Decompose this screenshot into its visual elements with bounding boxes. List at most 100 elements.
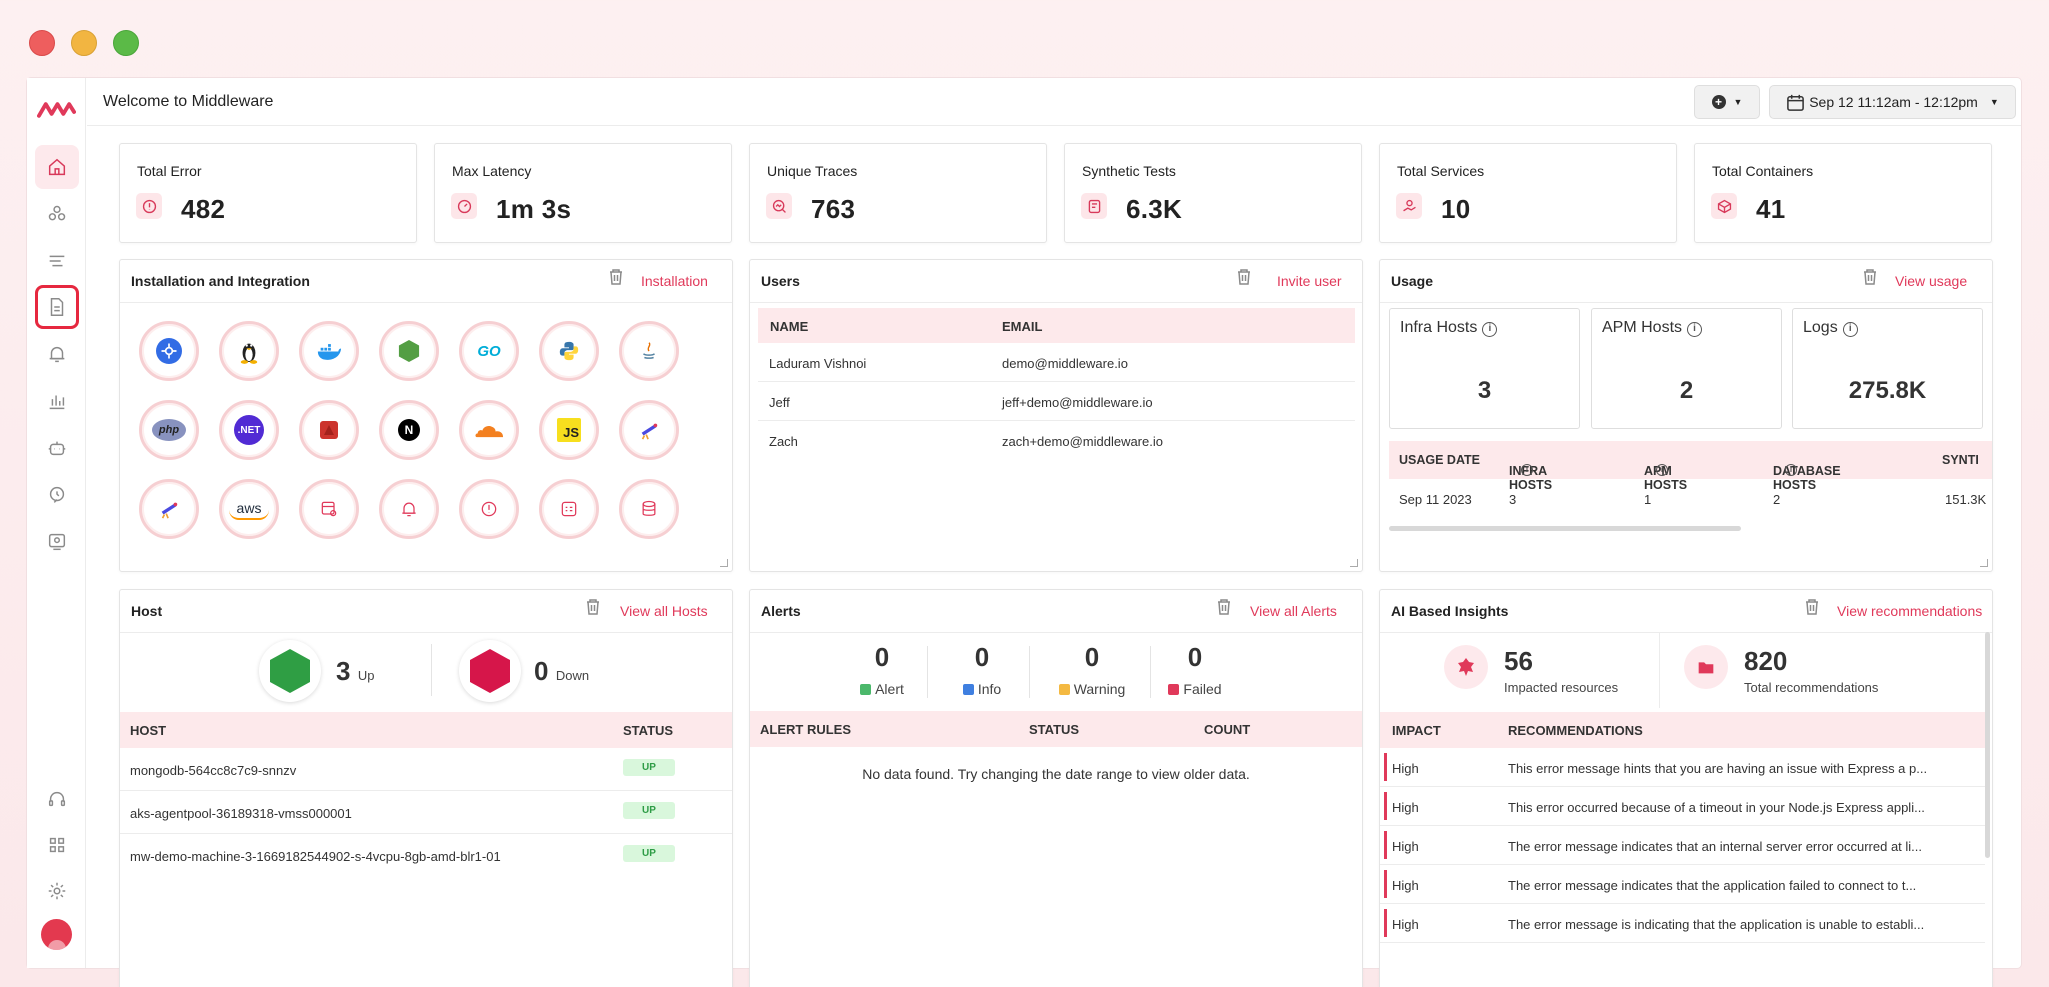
- view-recommendations-link[interactable]: View recommendations: [1837, 603, 1983, 619]
- table-row[interactable]: mw-demo-machine-3-1669182544902-s-4vcpu-…: [120, 834, 732, 877]
- table-row[interactable]: High This error message hints that you ar…: [1380, 748, 1985, 787]
- integration-python[interactable]: [539, 321, 599, 381]
- horizontal-scrollbar[interactable]: [1389, 526, 1741, 531]
- hexagon-down-icon: [470, 649, 510, 693]
- stat-card-max-latency[interactable]: Max Latency 1m 3s: [434, 143, 732, 243]
- error-icon: [469, 489, 509, 529]
- infrastructure-icon[interactable]: [35, 192, 79, 236]
- avatar[interactable]: [41, 919, 72, 950]
- info-icon[interactable]: i: [1842, 322, 1858, 337]
- go-icon: GO: [477, 342, 501, 360]
- trash-icon[interactable]: [585, 598, 603, 618]
- alert-count-label: Alert: [875, 681, 904, 697]
- integration-database-monitor[interactable]: [299, 479, 359, 539]
- trash-icon[interactable]: [1216, 598, 1234, 618]
- ai-insights-icon[interactable]: [35, 473, 79, 517]
- integration-java[interactable]: [619, 321, 679, 381]
- stat-card-total-error[interactable]: Total Error 482: [119, 143, 417, 243]
- alert-color-swatch: [860, 684, 872, 695]
- usage-label: APM Hosts: [1602, 319, 1683, 336]
- users-table-header: NAME EMAIL: [758, 308, 1355, 343]
- trash-icon[interactable]: [1804, 598, 1822, 618]
- view-all-hosts-link[interactable]: View all Hosts: [620, 603, 708, 619]
- table-row[interactable]: Laduram Vishnoi demo@middleware.io: [758, 344, 1355, 382]
- date-range-picker[interactable]: Sep 12 11:12am - 12:12pm ▼: [1769, 85, 2016, 119]
- table-row[interactable]: aks-agentpool-36189318-vmss000001 UP: [120, 791, 732, 834]
- table-row[interactable]: High This error occurred because of a tim…: [1380, 787, 1985, 826]
- integration-linux[interactable]: [219, 321, 279, 381]
- integration-alert-bell[interactable]: [379, 479, 439, 539]
- status-badge: UP: [623, 845, 675, 862]
- settings-icon[interactable]: [35, 869, 79, 913]
- headset-icon[interactable]: [35, 777, 79, 821]
- integration-javascript[interactable]: JS: [539, 400, 599, 460]
- info-icon[interactable]: i: [1785, 464, 1797, 476]
- view-usage-link[interactable]: View usage: [1895, 273, 1968, 289]
- integration-nextjs[interactable]: N: [379, 400, 439, 460]
- ruby-icon: [309, 410, 349, 450]
- stat-card-total-containers[interactable]: Total Containers 41: [1694, 143, 1992, 243]
- window-minimize-button[interactable]: [71, 30, 97, 56]
- table-row[interactable]: mongodb-564cc8c7c9-snnzv UP: [120, 748, 732, 791]
- stat-label: Synthetic Tests: [1082, 163, 1176, 179]
- integration-docker[interactable]: [299, 321, 359, 381]
- view-all-alerts-link[interactable]: View all Alerts: [1250, 603, 1337, 619]
- invite-user-link[interactable]: Invite user: [1277, 273, 1342, 289]
- integration-php[interactable]: php: [139, 400, 199, 460]
- usage-value: 275.8K: [1848, 377, 1927, 404]
- integration-aws[interactable]: aws: [219, 479, 279, 539]
- hexagon-up-icon: [270, 649, 310, 693]
- integration-database[interactable]: [619, 479, 679, 539]
- host-name: mw-demo-machine-3-1669182544902-s-4vcpu-…: [130, 849, 501, 864]
- integration-log[interactable]: [539, 479, 599, 539]
- recommendation-text: The error message indicates that the app…: [1508, 878, 1917, 893]
- stat-card-total-services[interactable]: Total Services 10: [1379, 143, 1677, 243]
- bell-icon[interactable]: [35, 332, 79, 376]
- window-maximize-button[interactable]: [113, 30, 139, 56]
- integration-nodejs[interactable]: [379, 321, 439, 381]
- integration-error[interactable]: [459, 479, 519, 539]
- trash-icon[interactable]: [1236, 268, 1254, 288]
- resize-handle[interactable]: [720, 559, 728, 567]
- log-icon: [549, 489, 589, 529]
- info-icon[interactable]: i: [1521, 464, 1533, 476]
- resize-handle[interactable]: [1350, 559, 1358, 567]
- table-row[interactable]: High The error message is indicating that…: [1380, 904, 1985, 943]
- integration-cloudflare[interactable]: [459, 400, 519, 460]
- stat-label: Total Error: [137, 163, 202, 179]
- info-icon[interactable]: i: [1482, 322, 1498, 337]
- dotnet-icon: .NET: [234, 415, 264, 445]
- logs-icon[interactable]: [35, 239, 79, 283]
- middleware-logo[interactable]: [37, 98, 76, 120]
- info-icon[interactable]: i: [1656, 464, 1668, 476]
- vertical-scrollbar[interactable]: [1985, 632, 1990, 858]
- integration-telescope[interactable]: [139, 479, 199, 539]
- table-row[interactable]: Zach zach+demo@middleware.io: [758, 422, 1355, 460]
- document-icon[interactable]: [35, 285, 79, 329]
- status-badge: UP: [623, 802, 675, 819]
- apps-grid-icon[interactable]: [35, 823, 79, 867]
- table-row[interactable]: High The error message indicates that the…: [1380, 865, 1985, 904]
- stat-card-synthetic-tests[interactable]: Synthetic Tests 6.3K: [1064, 143, 1362, 243]
- integration-telescope[interactable]: [619, 400, 679, 460]
- installation-link[interactable]: Installation: [641, 273, 708, 289]
- table-row[interactable]: Sep 11 2023 3 1 2 151.3K: [1389, 479, 1992, 517]
- table-row[interactable]: Jeff jeff+demo@middleware.io: [758, 383, 1355, 421]
- integration-go[interactable]: GO: [459, 321, 519, 381]
- robot-icon[interactable]: [35, 426, 79, 470]
- window-close-button[interactable]: [29, 30, 55, 56]
- table-row[interactable]: High The error message indicates that an …: [1380, 826, 1985, 865]
- integration-kubernetes[interactable]: [139, 321, 199, 381]
- service-icon: [1396, 193, 1422, 219]
- integration-dotnet[interactable]: .NET: [219, 400, 279, 460]
- dashboard-chart-icon[interactable]: [35, 379, 79, 423]
- home-icon[interactable]: [35, 145, 79, 189]
- stat-card-unique-traces[interactable]: Unique Traces 763: [749, 143, 1047, 243]
- trash-icon[interactable]: [608, 268, 626, 288]
- info-icon[interactable]: i: [1687, 322, 1703, 337]
- trash-icon[interactable]: [1862, 268, 1880, 288]
- add-widget-button[interactable]: + ▼: [1694, 85, 1760, 119]
- user-monitor-icon[interactable]: [35, 520, 79, 564]
- resize-handle[interactable]: [1980, 559, 1988, 567]
- integration-ruby[interactable]: [299, 400, 359, 460]
